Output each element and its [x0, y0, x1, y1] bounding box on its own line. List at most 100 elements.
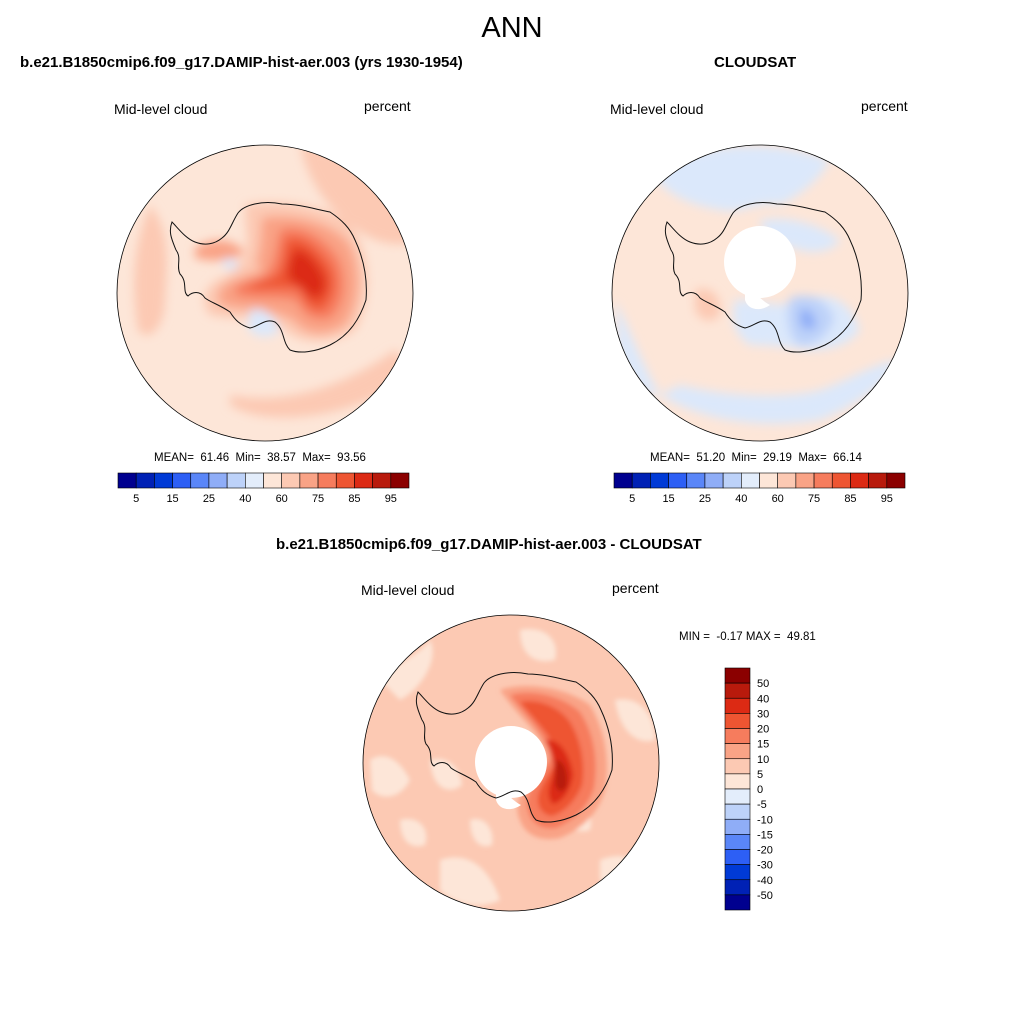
panel1-colorbar: 5 15 25 40 60 75 85 95 — [117, 472, 410, 505]
panel2-units-label: percent — [861, 98, 908, 114]
panel2-map — [611, 144, 909, 442]
panel2-polar-gap — [724, 226, 796, 298]
panel1-colorbar-tick-label: 75 — [312, 493, 324, 505]
panel1-colorbar-swatch-14 — [372, 472, 392, 489]
panel3-colorbar-swatch-14 — [724, 879, 751, 896]
panel3-colorbar-tick-label: -10 — [757, 814, 773, 826]
panel2-colorbar-swatch-13 — [850, 472, 869, 489]
panel3-colorbar-tick-label: 30 — [757, 708, 769, 720]
panel2-colorbar-swatch-12 — [831, 472, 851, 489]
panel3-colorbar-tick-label: 0 — [757, 784, 763, 796]
panel2-colorbar-tick-label: 60 — [772, 493, 784, 505]
panel2-colorbar-swatch-11 — [813, 472, 833, 489]
panel1-colorbar-swatch-0 — [117, 472, 137, 489]
panel2-colorbar-swatch-0 — [613, 472, 633, 489]
panel1-colorbar-tick-label: 95 — [385, 493, 397, 505]
panel1-map — [116, 144, 414, 442]
panel3-colorbar-swatch-2 — [724, 697, 751, 714]
panel2-colorbar-swatch-5 — [704, 472, 724, 489]
panel3-colorbar-tick-label: 40 — [757, 693, 769, 705]
panel2-colorbar-swatch-8 — [759, 472, 778, 489]
panel2-stats: MEAN= 51.20 Min= 29.19 Max= 66.14 — [650, 452, 862, 464]
panel3-colorbar-swatch-4 — [724, 728, 751, 744]
panel3-colorbar-tick-label: 15 — [757, 739, 769, 751]
panel1-colorbar-tick-label: 60 — [276, 493, 288, 505]
panel3-map-border — [362, 614, 660, 912]
panel1-colorbar-swatch-1 — [135, 472, 155, 489]
panel2-colorbar-swatch-9 — [777, 472, 797, 489]
panel2-colorbar-swatch-14 — [868, 472, 888, 489]
panel2-colorbar-swatch-10 — [795, 472, 815, 489]
panel2-colorbar-tick-label: 40 — [735, 493, 747, 505]
panel1-colorbar-swatch-13 — [354, 472, 373, 489]
panel2-colorbar-swatch-7 — [741, 472, 760, 489]
panel2-colorbar-tick-label: 5 — [629, 493, 635, 505]
panel3-colorbar-tick-label: -5 — [757, 799, 767, 811]
panel1-units-label: percent — [364, 98, 411, 114]
panel3-variable-label: Mid-level cloud — [361, 582, 455, 598]
panel1-colorbar-swatch-10 — [299, 472, 319, 489]
panel3-colorbar-tick-label: 20 — [757, 724, 769, 736]
panel1-colorbar-swatch-3 — [172, 472, 192, 489]
panel3-colorbar-tick-label: -40 — [757, 875, 773, 887]
panel2-variable-label: Mid-level cloud — [610, 101, 704, 117]
panel3-colorbar-swatch-11 — [724, 834, 751, 850]
panel1-title: b.e21.B1850cmip6.f09_g17.DAMIP-hist-aer.… — [20, 54, 463, 71]
panel2-map-border — [611, 144, 909, 442]
panel1-colorbar-swatch-2 — [154, 472, 173, 489]
panel2-colorbar-swatch-3 — [668, 472, 688, 489]
panel1-colorbar-swatch-7 — [245, 472, 264, 489]
panel1-colorbar-tick-label: 85 — [348, 493, 360, 505]
panel3-stats: MIN = -0.17 MAX = 49.81 — [679, 631, 816, 643]
panel1-colorbar-swatch-5 — [208, 472, 228, 489]
panel1-colorbar-swatch-15 — [390, 472, 410, 489]
panel3-colorbar-tick-label: -20 — [757, 845, 773, 857]
panel2-colorbar-swatch-4 — [686, 472, 706, 489]
panel3-polar-gap — [475, 726, 547, 798]
panel1-map-border — [116, 144, 414, 442]
panel3-colorbar-tick-label: 5 — [757, 769, 763, 781]
panel1-colorbar-swatch-6 — [226, 472, 246, 489]
panel2-colorbar-tick-label: 75 — [808, 493, 820, 505]
panel2-colorbar: 5 15 25 40 60 75 85 95 — [613, 472, 906, 505]
panel3-colorbar-swatch-5 — [724, 743, 751, 760]
panel3-colorbar-swatch-9 — [724, 803, 751, 820]
panel1-colorbar-swatch-9 — [281, 472, 301, 489]
panel1-colorbar-swatch-8 — [263, 472, 282, 489]
panel2-colorbar-swatch-15 — [886, 472, 906, 489]
panel1-colorbar-tick-label: 5 — [133, 493, 139, 505]
panel3-colorbar-swatch-0 — [724, 667, 751, 684]
panel1-field-contours — [134, 145, 413, 418]
panel2-colorbar-tick-label: 95 — [881, 493, 893, 505]
panel3-colorbar-swatch-10 — [724, 818, 751, 835]
panel3-colorbar-tick-label: -15 — [757, 829, 773, 841]
panel3-colorbar-swatch-7 — [724, 773, 751, 790]
panel2-colorbar-swatch-1 — [631, 472, 651, 489]
panel3-colorbar-swatch-13 — [724, 864, 751, 881]
panel1-stats: MEAN= 61.46 Min= 38.57 Max= 93.56 — [154, 452, 366, 464]
panel3-colorbar-tick-label: -30 — [757, 860, 773, 872]
panel3-antarctica-coastline — [415, 672, 613, 823]
panel3-map — [362, 614, 660, 912]
panel1-colorbar-tick-label: 15 — [166, 493, 178, 505]
figure-title: ANN — [481, 12, 543, 44]
panel1-colorbar-swatch-11 — [317, 472, 337, 489]
panel2-colorbar-tick-label: 25 — [699, 493, 711, 505]
panel1-variable-label: Mid-level cloud — [114, 101, 208, 117]
panel1-colorbar-tick-label: 40 — [239, 493, 251, 505]
panel3-colorbar-swatch-1 — [724, 682, 751, 699]
panel1-colorbar-swatch-4 — [190, 472, 210, 489]
panel2-colorbar-tick-label: 85 — [844, 493, 856, 505]
panel3-colorbar-tick-label: 10 — [757, 754, 769, 766]
panel1-antarctica-coastline — [169, 202, 367, 353]
panel2-antarctica-coastline — [664, 202, 862, 353]
panel3-colorbar-swatch-12 — [724, 849, 751, 865]
panel2-field-contours — [615, 146, 900, 424]
panel2-colorbar-swatch-6 — [722, 472, 742, 489]
panel3-colorbar-swatch-15 — [724, 894, 751, 911]
panel3-colorbar-swatch-3 — [724, 713, 751, 729]
panel3-field-contours — [370, 629, 655, 906]
panel2-colorbar-tick-label: 15 — [662, 493, 674, 505]
panel3-colorbar-swatch-8 — [724, 788, 751, 805]
